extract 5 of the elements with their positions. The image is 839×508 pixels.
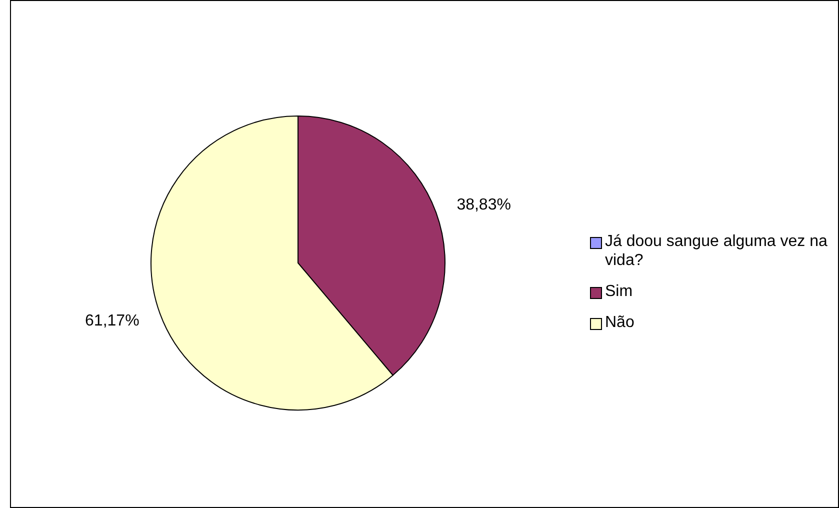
data-label: 38,83%: [456, 196, 511, 214]
legend-label: Não: [605, 313, 634, 332]
legend-label: Já doou sangue alguma vez na vida?: [605, 232, 828, 270]
data-label: 61,17%: [85, 312, 140, 330]
legend-label: Sim: [605, 282, 633, 301]
